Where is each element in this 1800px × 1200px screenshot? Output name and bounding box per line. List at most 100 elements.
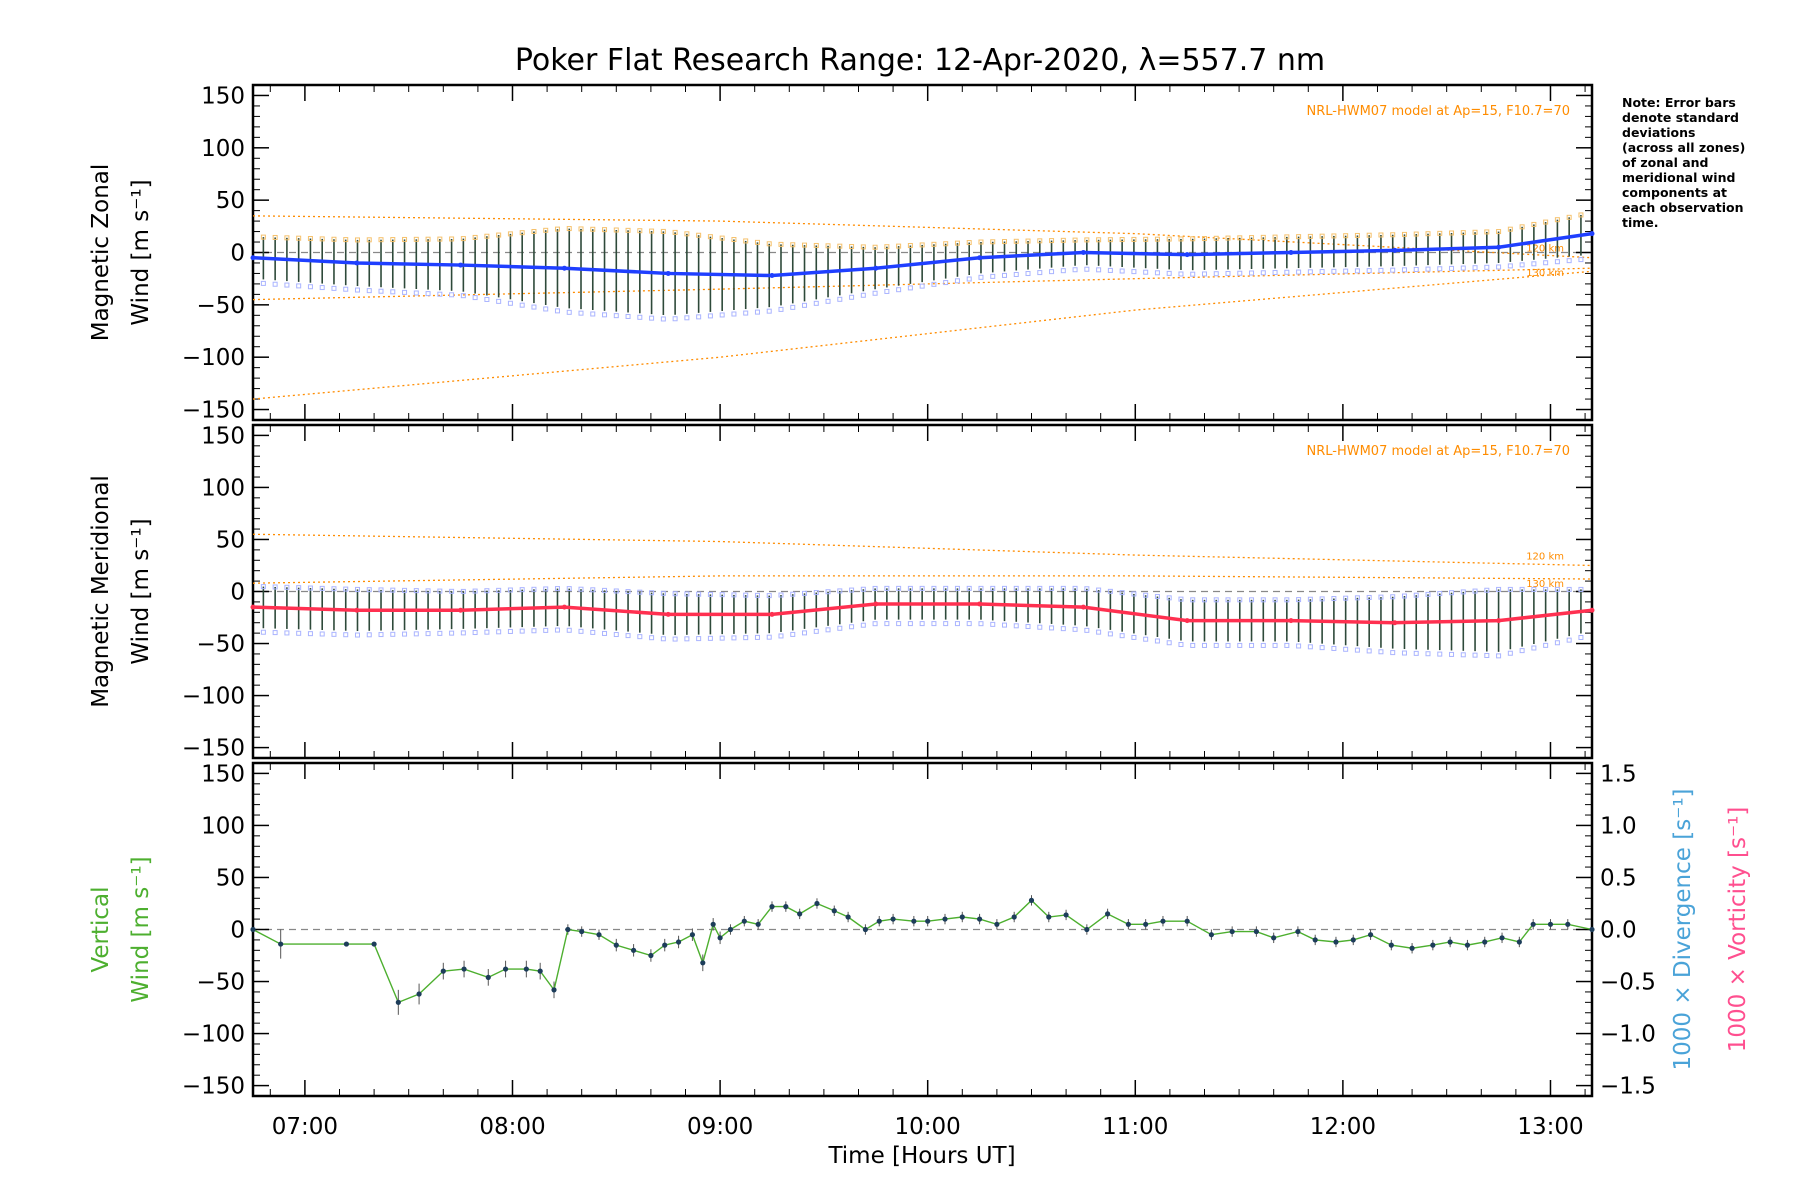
zone-marker [966, 240, 972, 246]
zone-marker [1013, 238, 1019, 244]
panel-zonal: 150 100 50 0 −50 −100 −150 Magnetic Zonal Wind [… [88, 83, 1595, 424]
series-point [665, 270, 671, 276]
y-tick-label: 0 [230, 918, 245, 944]
zone-marker [731, 237, 737, 243]
zone-marker [319, 236, 325, 242]
zone-marker [1331, 268, 1337, 274]
zone-marker [260, 629, 266, 635]
zone-marker [578, 586, 584, 592]
zone-marker [449, 588, 455, 594]
zone-marker [1484, 229, 1490, 235]
zone-marker [1201, 271, 1207, 277]
zone-marker [919, 242, 925, 248]
zone-marker [754, 592, 760, 598]
series-point [1105, 911, 1111, 917]
y-tick-label: −150 [182, 1074, 245, 1100]
series-point [862, 926, 869, 933]
zone-marker [496, 298, 502, 304]
zone-marker [296, 585, 302, 591]
zone-marker [1554, 259, 1560, 265]
zone-marker [1496, 586, 1502, 592]
zone-marker [649, 590, 655, 596]
zone-marker [402, 289, 408, 295]
zone-marker [296, 283, 302, 289]
zone-marker [1107, 588, 1113, 594]
zone-marker [907, 585, 913, 591]
series-point [741, 918, 747, 924]
series-point [371, 941, 377, 947]
zone-marker [1284, 597, 1290, 603]
zone-marker [707, 234, 713, 240]
zone-marker [931, 241, 937, 247]
zone-marker [507, 628, 513, 634]
series-point [1184, 252, 1190, 258]
zone-marker [484, 629, 490, 635]
model-curve-lower [252, 270, 1593, 400]
zone-marker [1272, 270, 1278, 276]
note-line: time. [1622, 215, 1659, 230]
zone-marker [907, 285, 913, 291]
zone-marker [366, 632, 372, 638]
zone-marker [1519, 586, 1525, 592]
zone-marker [719, 635, 725, 641]
zone-marker [507, 587, 513, 593]
zone-marker [343, 586, 349, 592]
zone-marker [331, 586, 337, 592]
zone-marker [1060, 237, 1066, 243]
zone-marker [1449, 265, 1455, 271]
zone-marker [1037, 624, 1043, 630]
zone-marker [449, 630, 455, 636]
series-point [1288, 618, 1294, 624]
series-line [252, 899, 1593, 1004]
zone-marker [990, 273, 996, 279]
model-label: NRL-HWM07 model at Ap=15, F10.7=70 [1307, 444, 1571, 459]
zone-marker [825, 589, 831, 595]
zone-marker [1354, 595, 1360, 601]
zone-marker [1566, 637, 1572, 643]
series-point [769, 904, 775, 910]
series-point [717, 935, 723, 941]
zone-marker [896, 243, 902, 249]
zone-marker [872, 290, 878, 296]
series-point [876, 918, 882, 924]
zone-marker [1307, 233, 1313, 239]
zone-marker [802, 242, 808, 248]
zone-marker [1131, 236, 1137, 242]
zone-marker [954, 585, 960, 591]
right-y-tick-label: −0.5 [1600, 970, 1656, 996]
zone-marker [637, 314, 643, 320]
series-point [1143, 921, 1149, 927]
zone-marker [1296, 597, 1302, 603]
zone-marker [307, 631, 313, 637]
series-point [485, 974, 491, 980]
series-point [278, 941, 284, 947]
y-tick-label: 100 [201, 136, 245, 162]
series-point [814, 900, 820, 907]
zone-marker [1025, 271, 1031, 277]
zone-marker [566, 226, 572, 232]
series-point [1312, 937, 1318, 943]
zone-marker [1319, 269, 1325, 275]
zone-marker [1037, 238, 1043, 244]
zone-marker [307, 585, 313, 591]
series-point [613, 942, 619, 948]
series-point [1063, 912, 1069, 918]
series-point [1499, 935, 1505, 941]
zone-marker [966, 621, 972, 627]
note-line: meridional wind [1622, 170, 1735, 185]
zone-marker [307, 236, 313, 242]
zone-marker [319, 631, 325, 637]
zone-marker [649, 635, 655, 641]
zone-marker [1296, 234, 1302, 240]
zone-marker [754, 634, 760, 640]
zone-marker [1331, 233, 1337, 239]
zone-marker [931, 585, 937, 591]
series-point [461, 966, 467, 972]
zone-marker [884, 621, 890, 627]
zone-marker [860, 292, 866, 298]
zone-marker [1437, 651, 1443, 657]
series-point [1208, 932, 1215, 938]
zone-marker [1072, 267, 1078, 273]
zone-marker [1049, 585, 1055, 591]
zone-marker [1307, 596, 1313, 602]
